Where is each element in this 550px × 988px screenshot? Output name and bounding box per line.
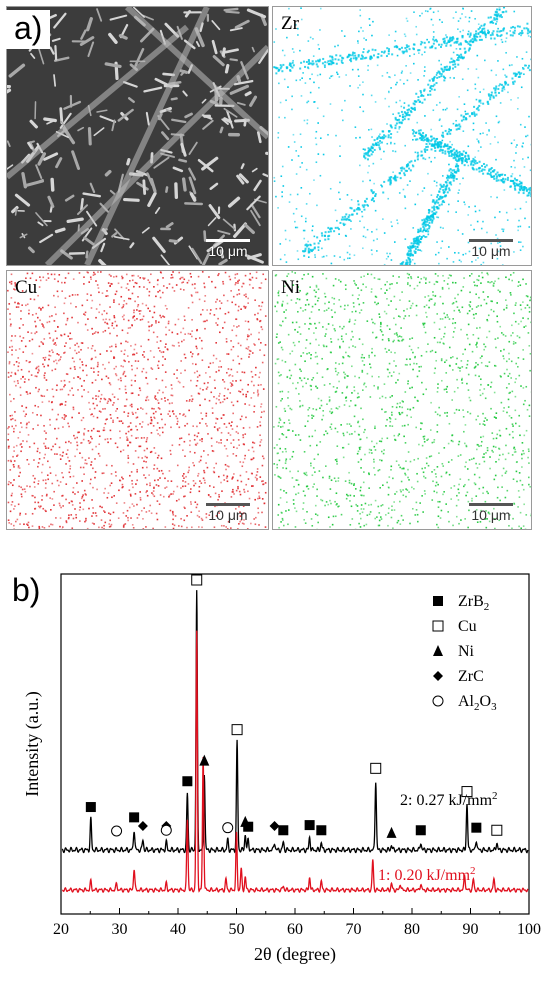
legend-marker-filled-diamond bbox=[433, 671, 443, 681]
legend: ZrB2 Cu Ni ZrC Al2O3 bbox=[432, 593, 497, 713]
series-labels: 2: 0.27 kJ/mm2 1: 0.20 kJ/mm2 bbox=[378, 790, 498, 884]
legend-label: Ni bbox=[458, 643, 475, 660]
x-tick-label: 50 bbox=[229, 921, 245, 938]
phase-marker-open-square bbox=[191, 574, 203, 586]
x-tick-label: 90 bbox=[463, 921, 479, 938]
phase-marker-open-circle bbox=[222, 822, 234, 834]
scale-bar-label: 10 μm bbox=[208, 243, 248, 259]
phase-marker-filled-square bbox=[182, 776, 193, 787]
x-tick-label: 80 bbox=[404, 921, 420, 938]
ni-eds-map-image bbox=[273, 271, 531, 529]
phase-marker-filled-square bbox=[85, 802, 96, 813]
x-tick-label: 40 bbox=[170, 921, 186, 938]
phase-marker-filled-diamond bbox=[269, 821, 280, 831]
legend-label: Al2O3 bbox=[458, 693, 497, 713]
scale-bar: 10 μm bbox=[461, 503, 521, 523]
element-label-cu: Cu bbox=[15, 277, 38, 298]
x-tick-label: 70 bbox=[346, 921, 362, 938]
phase-marker-filled-diamond bbox=[137, 821, 148, 831]
zr-eds-map-image bbox=[273, 7, 531, 265]
phase-marker-filled-square bbox=[415, 825, 426, 836]
legend-marker-filled-square bbox=[433, 596, 443, 606]
phase-marker-filled-square bbox=[129, 812, 140, 823]
x-tick-label: 100 bbox=[517, 921, 541, 938]
phase-marker-filled-square bbox=[471, 822, 482, 833]
phase-markers bbox=[85, 574, 503, 838]
ni-eds-map-panel: Ni 10 μm bbox=[272, 270, 532, 530]
scale-bar-label: 10 μm bbox=[471, 507, 511, 523]
zr-eds-map-panel: Zr 10 μm bbox=[272, 6, 532, 266]
phase-marker-filled-square bbox=[278, 825, 289, 836]
cu-eds-map-panel: Cu 10 μm bbox=[6, 270, 269, 530]
scale-bar-label: 10 μm bbox=[208, 507, 248, 523]
cu-eds-map-image bbox=[7, 271, 267, 529]
phase-marker-open-square bbox=[461, 786, 473, 798]
xrd-series bbox=[61, 590, 529, 894]
phase-marker-open-square bbox=[370, 762, 382, 774]
x-tick-label: 20 bbox=[53, 921, 69, 938]
sem-micrograph-panel: 10 μm bbox=[6, 6, 269, 266]
element-label-ni: Ni bbox=[281, 277, 300, 298]
xrd-chart: 20 30 40 50 60 70 80 90 100 ZrB2 Cu Ni ZrC Al2O3 2: … bbox=[22, 573, 541, 965]
x-tick-label: 30 bbox=[112, 921, 128, 938]
legend-marker-filled-triangle bbox=[433, 645, 443, 656]
legend-marker-open-square bbox=[432, 620, 444, 632]
x-axis-title: 2θ (degree) bbox=[254, 944, 336, 965]
phase-marker-open-square bbox=[231, 724, 243, 736]
phase-marker-open-square bbox=[491, 824, 503, 836]
scale-bar: 10 μm bbox=[198, 239, 258, 259]
figure-a-label: a) bbox=[6, 10, 51, 49]
legend-label: Cu bbox=[458, 618, 477, 635]
phase-marker-open-circle bbox=[160, 824, 172, 836]
phase-marker-filled-square bbox=[316, 825, 327, 836]
phase-marker-filled-triangle bbox=[199, 754, 210, 766]
scale-bar: 10 μm bbox=[461, 239, 521, 259]
scale-bar: 10 μm bbox=[198, 503, 258, 523]
phase-marker-filled-triangle bbox=[386, 826, 397, 838]
xrd-line-series-2 bbox=[62, 630, 529, 894]
figure-b-label: b) bbox=[12, 572, 41, 608]
legend-marker-open-circle bbox=[432, 695, 444, 707]
legend-label: ZrB2 bbox=[458, 593, 489, 613]
phase-marker-filled-square bbox=[304, 820, 315, 831]
scale-bar-label: 10 μm bbox=[471, 243, 511, 259]
element-label-zr: Zr bbox=[281, 13, 299, 34]
xrd-line-series-1 bbox=[61, 590, 529, 854]
phase-marker-filled-triangle bbox=[240, 815, 251, 827]
x-tick-label: 60 bbox=[287, 921, 303, 938]
legend-label: ZrC bbox=[458, 668, 484, 685]
series-label-1: 2: 0.27 kJ/mm2 bbox=[400, 790, 498, 809]
y-axis-title: Intensity (a.u.) bbox=[22, 691, 43, 796]
phase-marker-open-circle bbox=[111, 825, 123, 837]
x-axis-ticks: 20 30 40 50 60 70 80 90 100 bbox=[53, 908, 541, 938]
sem-micrograph-image bbox=[7, 7, 268, 265]
series-label-2: 1: 0.20 kJ/mm2 bbox=[378, 865, 476, 884]
